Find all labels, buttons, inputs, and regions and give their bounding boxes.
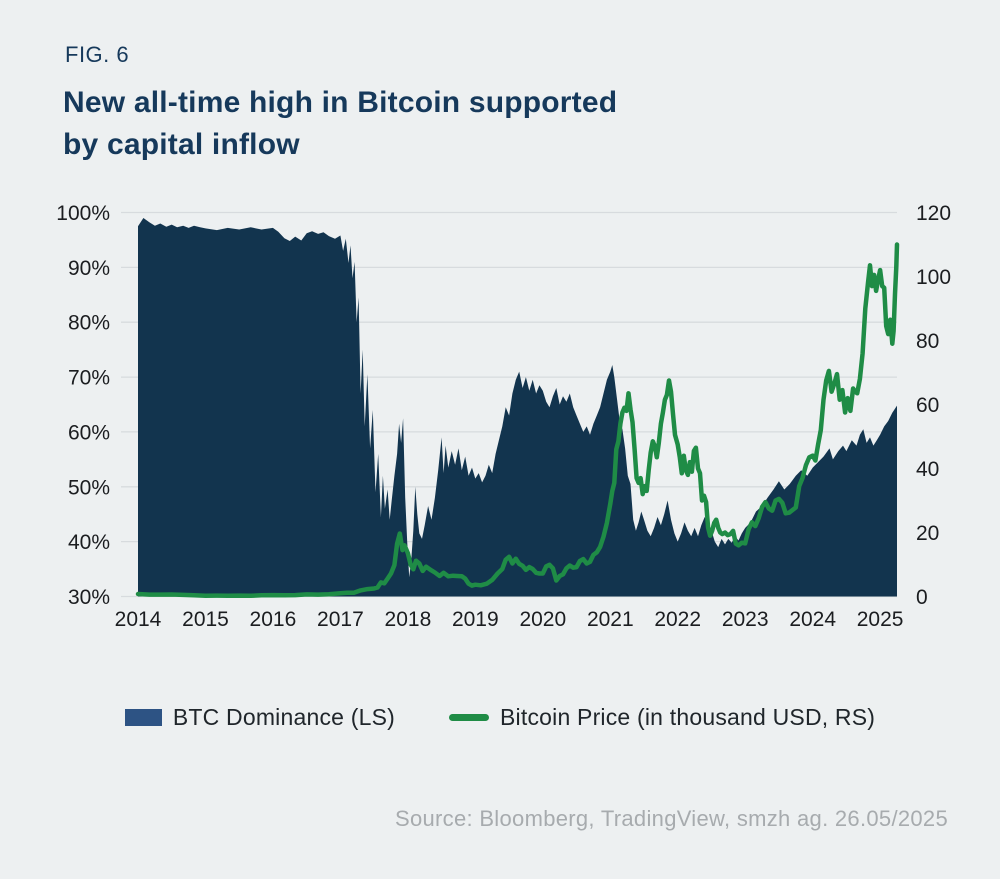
bitcoin-price-swatch — [449, 714, 489, 721]
svg-text:2014: 2014 — [115, 608, 162, 631]
svg-text:2023: 2023 — [722, 608, 769, 631]
chart-title-line-2: by capital inflow — [63, 128, 300, 161]
bitcoin-price-legend-label: Bitcoin Price (in thousand USD, RS) — [500, 704, 876, 730]
svg-text:40%: 40% — [68, 531, 110, 554]
svg-text:100: 100 — [916, 266, 951, 289]
svg-text:80%: 80% — [68, 312, 110, 335]
price-line — [135, 242, 900, 599]
x-axis-labels: 2014 2015 2016 2017 2018 2019 2020 2021 2022 2023… — [115, 608, 904, 631]
legend-item-bitcoin-price: Bitcoin Price (in thousand USD, RS) — [449, 704, 875, 731]
svg-text:2018: 2018 — [385, 608, 432, 631]
svg-text:2024: 2024 — [789, 608, 836, 631]
svg-text:2016: 2016 — [250, 608, 297, 631]
legend-item-btc-dominance: BTC Dominance (LS) — [124, 704, 395, 731]
svg-text:20: 20 — [916, 522, 939, 545]
svg-text:2017: 2017 — [317, 608, 364, 631]
svg-text:2025: 2025 — [857, 608, 904, 631]
svg-text:60%: 60% — [68, 421, 110, 444]
svg-text:2019: 2019 — [452, 608, 499, 631]
svg-text:0: 0 — [916, 586, 928, 609]
svg-text:90%: 90% — [68, 257, 110, 280]
right-axis-labels: 120 100 80 60 40 20 0 — [916, 202, 951, 609]
svg-text:70%: 70% — [68, 367, 110, 390]
svg-text:40: 40 — [916, 458, 939, 481]
svg-text:120: 120 — [916, 202, 951, 225]
svg-text:80: 80 — [916, 330, 939, 353]
svg-text:50%: 50% — [68, 476, 110, 499]
svg-text:2020: 2020 — [519, 608, 566, 631]
svg-text:2015: 2015 — [182, 608, 229, 631]
source-note: Source: Bloomberg, TradingView, smzh ag.… — [395, 806, 948, 831]
chart-title: New all-time high in Bitcoin supported b… — [63, 82, 617, 166]
svg-text:2022: 2022 — [654, 608, 701, 631]
btc-dominance-legend-label: BTC Dominance (LS) — [172, 704, 395, 730]
chart-svg: 100% 90% 80% 70% 60% 50% 40% 30% 120 100 80 60 40 20 0… — [56, 202, 951, 631]
btc-dominance-swatch — [124, 709, 162, 726]
svg-text:100%: 100% — [56, 202, 110, 225]
dominance-area — [138, 218, 897, 597]
svg-text:2021: 2021 — [587, 608, 634, 631]
svg-text:60: 60 — [916, 394, 939, 417]
legend: BTC Dominance (LS) Bitcoin Price (in tho… — [0, 704, 1000, 731]
chart-plot-area: 100% 90% 80% 70% 60% 50% 40% 30% 120 100 80 60 40 20 0… — [0, 190, 1000, 640]
left-axis-labels: 100% 90% 80% 70% 60% 50% 40% 30% — [56, 202, 110, 609]
figure-number: FIG. 6 — [65, 42, 130, 67]
chart-title-line-1: New all-time high in Bitcoin supported — [63, 86, 618, 119]
svg-text:30%: 30% — [68, 586, 110, 609]
